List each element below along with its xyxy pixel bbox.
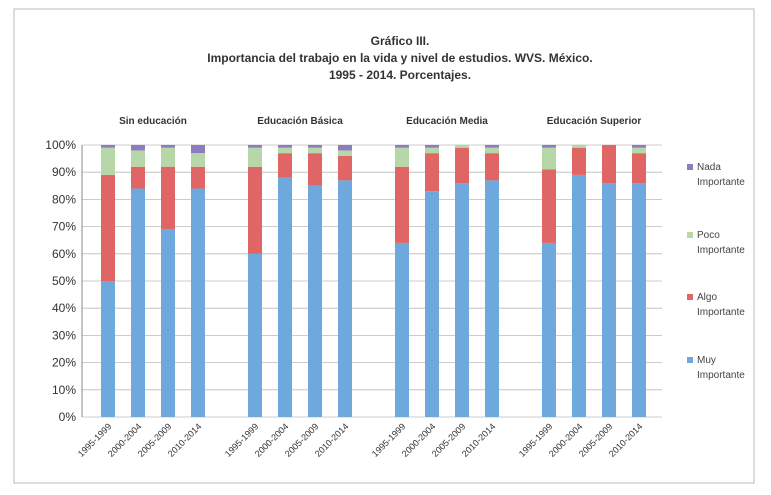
y-tick-label: 30% xyxy=(52,328,76,342)
bar-segment xyxy=(278,177,292,417)
bar-segment xyxy=(278,147,292,154)
bar-segment xyxy=(632,153,646,184)
y-tick-label: 10% xyxy=(52,383,76,397)
group-label: Educación Media xyxy=(406,116,488,127)
bar-segment xyxy=(131,145,145,151)
bar-segment xyxy=(485,153,499,181)
bar-segment xyxy=(248,166,262,254)
bar-segment xyxy=(101,174,115,281)
bar-segment xyxy=(101,281,115,417)
y-tick-label: 40% xyxy=(52,301,76,315)
bar-segment xyxy=(455,183,469,417)
group-label: Sin educación xyxy=(119,116,187,127)
bar-segment xyxy=(338,180,352,417)
bar-segment xyxy=(395,166,409,243)
bar-segment xyxy=(395,242,409,417)
legend-swatch xyxy=(687,294,693,300)
y-tick-label: 60% xyxy=(52,247,76,261)
bar-segment xyxy=(131,150,145,167)
bar-segment xyxy=(338,155,352,181)
bar-segment xyxy=(161,166,175,230)
bar-segment xyxy=(338,145,352,151)
bar-segment xyxy=(455,145,469,148)
bar-segment xyxy=(101,147,115,175)
legend-swatch xyxy=(687,164,693,170)
bar-segment xyxy=(278,153,292,178)
bar-segment xyxy=(425,153,439,192)
bar-segment xyxy=(485,145,499,148)
bar-segment xyxy=(602,145,616,184)
bar-segment xyxy=(308,153,322,186)
bar-segment xyxy=(602,183,616,417)
y-tick-label: 100% xyxy=(45,138,76,152)
bar-segment xyxy=(161,229,175,417)
chart-title: Importancia del trabajo en la vida y niv… xyxy=(207,51,592,65)
legend-label: Nada Importante xyxy=(697,162,745,188)
bar-segment xyxy=(308,185,322,417)
bar-segment xyxy=(308,145,322,148)
bar-segment xyxy=(485,180,499,417)
bar-segment xyxy=(161,145,175,148)
chart-title: 1995 - 2014. Porcentajes. xyxy=(329,68,471,82)
bar-segment xyxy=(278,145,292,148)
legend-label: Muy Importante xyxy=(697,355,745,381)
bar-segment xyxy=(632,183,646,417)
bar-segment xyxy=(572,174,586,417)
bar-segment xyxy=(191,188,205,417)
legend-swatch xyxy=(687,232,693,238)
legend-label: Algo Importante xyxy=(697,292,745,318)
y-tick-label: 0% xyxy=(59,410,77,424)
bar-segment xyxy=(485,147,499,154)
bar-segment xyxy=(395,147,409,167)
y-tick-label: 50% xyxy=(52,274,76,288)
bar-segment xyxy=(542,242,556,417)
group-label: Educación Básica xyxy=(257,116,343,127)
legend-swatch xyxy=(687,357,693,363)
bar-segment xyxy=(191,166,205,189)
y-tick-label: 70% xyxy=(52,220,76,234)
bar-segment xyxy=(425,147,439,154)
legend-item: Poco Importante xyxy=(687,228,757,258)
bar-segment xyxy=(338,150,352,156)
bar-segment xyxy=(248,145,262,148)
bar-segment xyxy=(425,191,439,417)
bar-segment xyxy=(248,147,262,167)
bar-segment xyxy=(542,147,556,170)
legend-item: Algo Importante xyxy=(687,290,757,320)
bar-segment xyxy=(542,145,556,148)
y-tick-label: 20% xyxy=(52,356,76,370)
bar-segment xyxy=(248,253,262,417)
bar-segment xyxy=(542,169,556,243)
bar-segment xyxy=(632,145,646,148)
bar-segment xyxy=(131,188,145,417)
bar-segment xyxy=(101,145,115,148)
y-tick-label: 90% xyxy=(52,165,76,179)
bar-segment xyxy=(572,147,586,175)
bar-segment xyxy=(308,147,322,154)
group-label: Educación Superior xyxy=(547,116,642,127)
bar-segment xyxy=(395,145,409,148)
y-tick-label: 80% xyxy=(52,192,76,206)
bar-segment xyxy=(455,147,469,184)
bar-segment xyxy=(191,153,205,167)
bar-segment xyxy=(425,145,439,148)
bar-segment xyxy=(191,145,205,154)
bar-segment xyxy=(161,147,175,167)
bar-segment xyxy=(572,145,586,148)
bar-segment xyxy=(632,147,646,154)
bar-segment xyxy=(131,166,145,189)
chart-title: Gráfico III. xyxy=(371,34,430,48)
legend-item: Nada Importante xyxy=(687,160,757,190)
legend-label: Poco Importante xyxy=(697,230,745,256)
legend-item: Muy Importante xyxy=(687,353,757,383)
